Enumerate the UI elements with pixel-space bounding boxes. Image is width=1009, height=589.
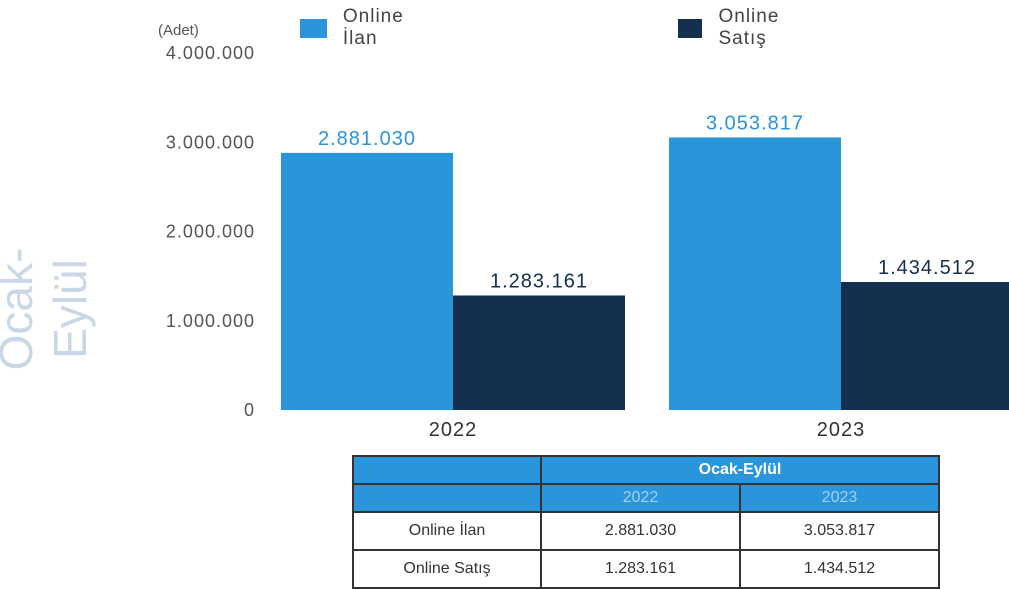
bar: [453, 295, 625, 410]
legend-item-online-satis: Online Satış: [678, 6, 793, 50]
data-label: 2.881.030: [318, 128, 416, 150]
table-row-label: Online Satış: [352, 549, 542, 589]
table-row: Online İlan 2.881.030 3.053.817: [352, 511, 940, 551]
bar: [841, 281, 1009, 410]
table-column-header: 2022: [540, 483, 741, 513]
x-category-label: 2023: [817, 419, 866, 441]
table-corner: [352, 455, 542, 485]
table-row: Online Satış 1.283.161 1.434.512: [352, 549, 940, 589]
table-cell: 1.434.512: [739, 549, 940, 589]
data-label: 1.283.161: [490, 270, 588, 292]
legend-swatch: [678, 18, 703, 38]
data-label: 1.434.512: [878, 257, 976, 279]
y-tick-label: 2.000.000: [166, 222, 255, 242]
table-row-label: Online İlan: [352, 511, 542, 551]
table-column-header: 2023: [739, 483, 940, 513]
y-tick-label: 3.000.000: [166, 132, 255, 152]
table-cell: 2.881.030: [540, 511, 741, 551]
table-corner: [352, 483, 542, 513]
bar: [669, 137, 841, 410]
legend-swatch: [300, 18, 327, 38]
bar: [281, 152, 453, 410]
legend-label: Online İlan: [342, 6, 404, 49]
data-label: 3.053.817: [706, 112, 804, 134]
legend-label: Online Satış: [718, 6, 780, 49]
y-tick-label: 4.000.000: [166, 43, 255, 63]
y-tick-label: 1.000.000: [166, 311, 255, 331]
table-cell: 1.283.161: [540, 549, 741, 589]
x-category-label: 2022: [429, 419, 478, 441]
table-title: Ocak-Eylül: [540, 455, 940, 485]
y-axis-unit-label: (Adet): [158, 22, 199, 39]
bar-chart: 0 1.000.000 2.000.000 3.000.000 4.000.000 2.8…: [166, 43, 1009, 441]
data-table: Ocak-Eylül 2022 2023 Online İlan 2.881.0…: [352, 455, 940, 589]
legend-item-online-ilan: Online İlan: [300, 6, 415, 50]
y-tick-label: 0: [244, 400, 255, 420]
table-cell: 3.053.817: [739, 511, 940, 551]
